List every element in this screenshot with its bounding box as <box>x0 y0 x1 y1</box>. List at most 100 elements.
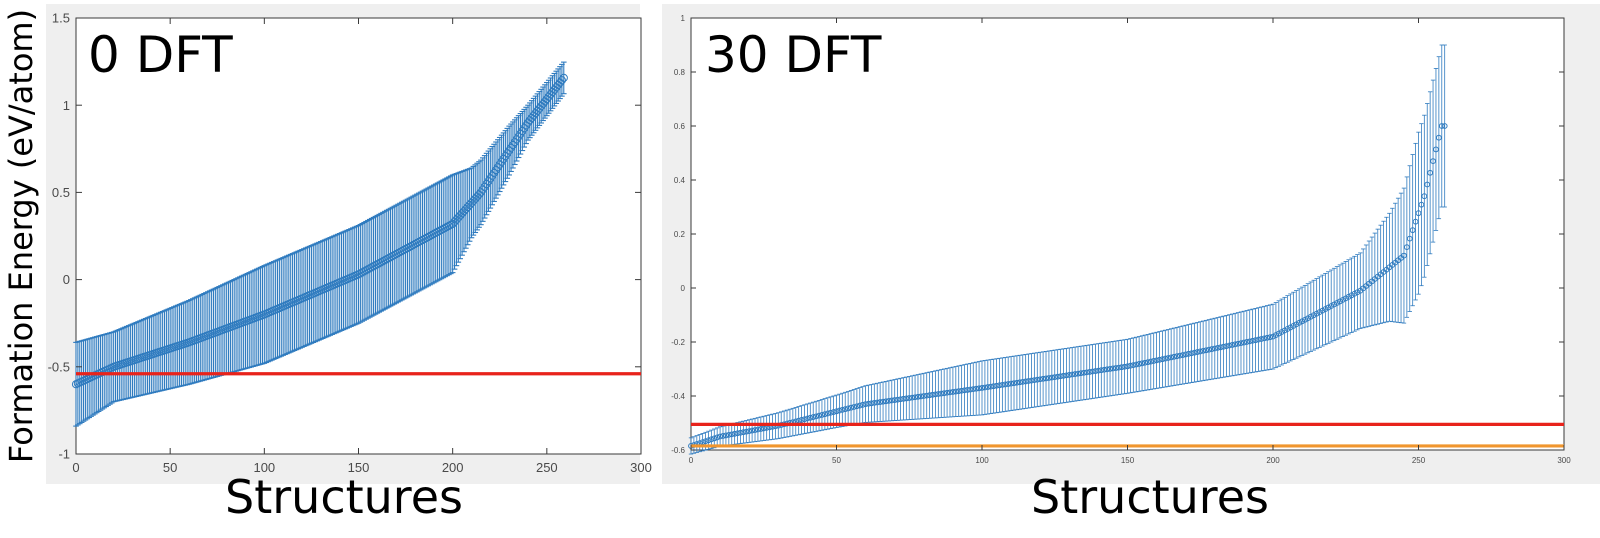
data-point <box>830 395 837 429</box>
marker <box>964 387 971 393</box>
data-point <box>442 177 452 277</box>
marker <box>1328 303 1335 309</box>
data-point <box>836 393 843 428</box>
x-tick-label: 0 <box>689 456 694 465</box>
data-point <box>932 370 939 419</box>
data-point <box>961 364 968 417</box>
marker <box>557 76 567 85</box>
data-point <box>1246 309 1253 374</box>
data-point <box>1412 142 1419 301</box>
data-point <box>1305 283 1311 354</box>
marker <box>743 428 750 435</box>
data-point <box>1261 305 1268 371</box>
marker <box>1433 146 1439 153</box>
x-tick-label: 150 <box>348 460 370 475</box>
marker <box>952 388 959 395</box>
data-point <box>1427 91 1434 255</box>
marker <box>1238 340 1244 347</box>
marker <box>1051 374 1058 381</box>
data-point <box>1098 342 1105 398</box>
data-point <box>1150 332 1157 390</box>
x-tick-label: 0 <box>72 460 79 475</box>
marker <box>821 411 828 418</box>
marker <box>862 401 869 408</box>
marker <box>740 429 747 436</box>
data-point <box>1057 348 1064 404</box>
data-point <box>1089 344 1096 399</box>
marker <box>967 386 974 393</box>
data-point <box>900 377 907 421</box>
marker <box>1342 295 1349 302</box>
y-axis-ticks: -1 -0.5 0 0.5 1 1.5 <box>48 11 641 462</box>
data-point <box>1421 114 1428 278</box>
marker <box>1011 380 1017 387</box>
y-tick-label: -0.6 <box>671 446 685 455</box>
marker <box>1095 367 1102 374</box>
marker <box>1284 326 1291 332</box>
marker <box>1310 312 1317 319</box>
data-point <box>1040 351 1047 407</box>
marker <box>1040 375 1047 382</box>
marker <box>1261 335 1268 342</box>
marker <box>1156 356 1163 363</box>
y-tick-label: 0.5 <box>52 185 70 200</box>
marker <box>920 393 927 399</box>
marker <box>1191 349 1198 356</box>
marker <box>813 413 820 420</box>
data-point <box>1302 284 1308 355</box>
marker <box>1188 350 1195 357</box>
marker <box>1418 201 1425 208</box>
data-point <box>1307 281 1314 352</box>
data-point <box>1008 356 1014 411</box>
marker <box>1069 371 1076 378</box>
data-point <box>1176 326 1183 385</box>
marker <box>1252 337 1259 344</box>
marker <box>1264 334 1271 341</box>
marker <box>950 389 956 395</box>
chart-title: 30 DFT <box>705 26 882 84</box>
data-point <box>1331 267 1338 342</box>
marker <box>973 385 980 392</box>
marker <box>900 395 907 402</box>
marker <box>1296 319 1303 326</box>
marker <box>848 404 854 411</box>
marker <box>1075 370 1081 377</box>
data-point <box>1115 340 1122 395</box>
marker <box>725 431 732 438</box>
y-tick-label: 0.2 <box>674 230 686 239</box>
marker <box>923 392 930 399</box>
chart-title: 0 DFT <box>88 26 233 84</box>
x-tick-label: 200 <box>1266 456 1280 465</box>
marker <box>961 387 968 394</box>
data-point <box>1168 328 1175 387</box>
data-point <box>1179 325 1186 385</box>
marker <box>1427 169 1434 176</box>
marker <box>990 383 997 390</box>
marker <box>1339 296 1346 303</box>
data-point <box>984 359 991 415</box>
marker <box>717 433 723 440</box>
data-point <box>982 360 988 415</box>
data-point <box>1051 349 1058 405</box>
marker <box>987 383 994 390</box>
data-point <box>734 422 741 445</box>
data-point <box>1281 296 1288 365</box>
marker <box>929 391 936 398</box>
data-point <box>1124 338 1131 394</box>
marker <box>1278 329 1285 335</box>
marker <box>1345 293 1352 300</box>
data-point <box>1197 321 1204 382</box>
data-point <box>1185 324 1192 384</box>
x-tick-label: 300 <box>630 460 652 475</box>
data-point <box>1319 274 1326 347</box>
data-point <box>1267 304 1273 370</box>
data-point <box>1287 293 1294 362</box>
data-point <box>987 359 994 415</box>
data-point <box>885 380 892 422</box>
marker <box>874 399 881 406</box>
data-point <box>1153 331 1160 389</box>
marker <box>1194 349 1201 355</box>
y-tick-label: -0.5 <box>48 359 70 374</box>
y-tick-label: -0.4 <box>671 392 685 401</box>
marker <box>720 433 726 439</box>
